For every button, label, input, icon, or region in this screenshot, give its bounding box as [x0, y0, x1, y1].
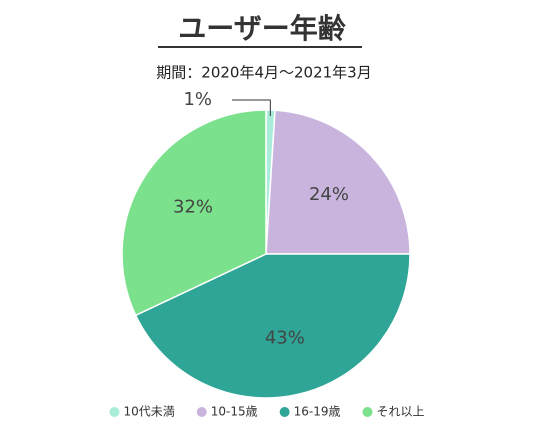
legend-label: 10代未満	[123, 405, 174, 419]
legend-label: それ以上	[377, 405, 425, 419]
data-label: 24%	[309, 184, 349, 205]
chart-subtitle: 期間：2020年4月～2021年3月	[156, 64, 371, 82]
legend-marker	[196, 407, 207, 417]
data-label: 43%	[265, 327, 305, 348]
pie-slice	[265, 109, 411, 255]
pie-slice	[121, 109, 267, 317]
chart-title: ユーザー年齢	[178, 12, 345, 45]
legend-label: 10-15歳	[211, 405, 258, 419]
legend-marker	[279, 407, 290, 417]
pie-slice	[134, 253, 411, 399]
legend-label: 16-19歳	[294, 405, 341, 419]
leader-line	[232, 99, 271, 117]
legend-marker	[362, 407, 373, 417]
legend-marker	[109, 407, 120, 417]
data-label: 32%	[173, 197, 213, 218]
data-label: 1%	[183, 89, 212, 110]
